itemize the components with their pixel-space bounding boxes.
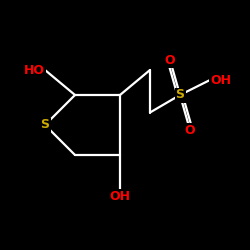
Text: S: S	[176, 88, 184, 102]
Text: O: O	[185, 124, 195, 136]
Text: OH: OH	[110, 190, 130, 203]
Text: HO: HO	[24, 64, 45, 76]
Text: OH: OH	[210, 74, 231, 86]
Text: O: O	[165, 54, 175, 66]
Text: S: S	[40, 118, 50, 132]
